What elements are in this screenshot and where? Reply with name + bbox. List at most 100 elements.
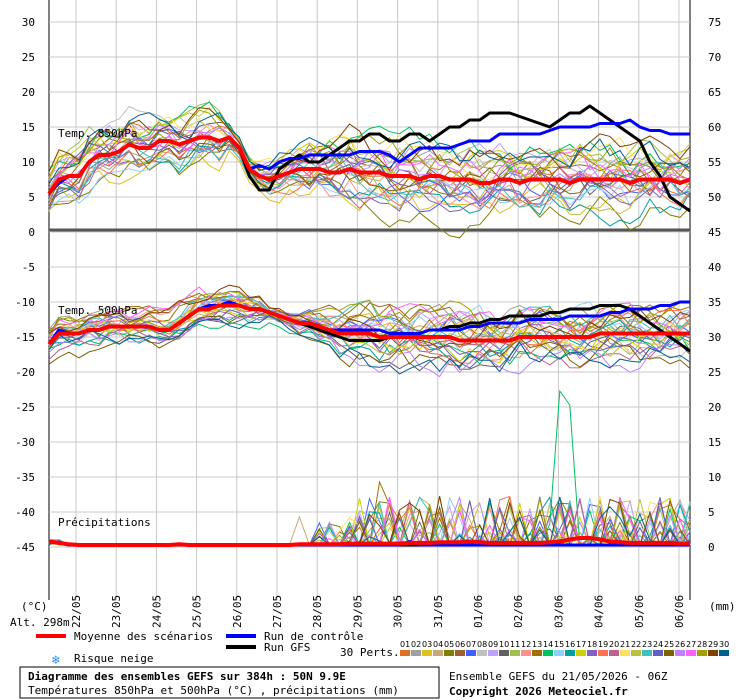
pert-legend-label: 08 <box>477 640 487 649</box>
pert-legend-label: 24 <box>653 640 663 649</box>
left-tick-label: 0 <box>28 226 35 239</box>
pert-legend-swatch <box>675 650 685 656</box>
member-500-line <box>48 314 691 375</box>
right-tick-label: 15 <box>708 436 721 449</box>
altitude-label: Alt. 298m <box>10 616 70 629</box>
pert-legend-swatch <box>477 650 487 656</box>
pert-legend-swatch <box>521 650 531 656</box>
legend-mean-label: Moyenne des scénarios <box>74 630 213 643</box>
pert-legend-swatch <box>686 650 696 656</box>
pert-legend-swatch <box>587 650 597 656</box>
pert-legend-label: 13 <box>532 640 542 649</box>
pert-legend-label: 18 <box>587 640 597 649</box>
left-tick-label: -25 <box>15 401 35 414</box>
pert-legend-label: 01 <box>400 640 410 649</box>
pert-legend-swatch <box>488 650 498 656</box>
member-500-line <box>48 308 691 369</box>
pert-legend-label: 21 <box>620 640 630 649</box>
pert-legend-swatch <box>642 650 652 656</box>
right-tick-label: 0 <box>708 541 715 554</box>
pert-legend-label: 25 <box>664 640 674 649</box>
pert-legend-swatch <box>565 650 575 656</box>
right-tick-label: 70 <box>708 51 721 64</box>
right-tick-label: 30 <box>708 331 721 344</box>
pert-legend-swatch <box>543 650 553 656</box>
right-tick-label: 65 <box>708 86 721 99</box>
member-850-line <box>48 138 691 207</box>
x-tick-label: 28/05 <box>311 595 324 628</box>
pert-legend-label: 17 <box>576 640 586 649</box>
pert-legend-label: 12 <box>521 640 531 649</box>
x-tick-label: 25/05 <box>191 595 204 628</box>
left-tick-label: -45 <box>15 541 35 554</box>
legend-snow-label: Risque neige <box>74 652 153 665</box>
pert-legend-swatch <box>422 650 432 656</box>
member-850-line <box>48 123 691 198</box>
snowflake-icon: ❄ <box>51 653 60 668</box>
series-t850-mean <box>47 135 691 195</box>
member-500-line <box>48 309 691 369</box>
right-tick-label: 55 <box>708 156 721 169</box>
member-500-line <box>48 315 691 378</box>
x-tick-label: 22/05 <box>70 595 83 628</box>
pert-legend-label: 20 <box>609 640 619 649</box>
left-axis-ticks: 30 25 20 15 10 5 0 -5 -10 -15 -20 -25 -30 -35 -40 -45 <box>15 16 35 554</box>
member-850-line <box>48 139 691 208</box>
x-tick-label: 06/06 <box>673 595 686 628</box>
series-t500-mean <box>47 303 690 346</box>
right-tick-label: 60 <box>708 121 721 134</box>
x-tick-label: 29/05 <box>351 595 364 628</box>
pert-legend-swatch <box>433 650 443 656</box>
x-tick-label: 01/06 <box>472 595 485 628</box>
pert-legend-swatch <box>576 650 586 656</box>
right-tick-label: 25 <box>708 366 721 379</box>
pert-legend-label: 16 <box>565 640 575 649</box>
pert-legend-label: 26 <box>675 640 685 649</box>
right-tick-label: 75 <box>708 16 721 29</box>
pert-legend-swatch <box>499 650 509 656</box>
left-tick-label: 15 <box>22 121 35 134</box>
pert-legend-swatch <box>653 650 663 656</box>
member-850-line <box>48 101 691 176</box>
pert-legend-swatch <box>411 650 421 656</box>
x-tick-label: 02/06 <box>512 595 525 628</box>
x-tick-label: 31/05 <box>432 595 445 628</box>
x-tick-label: 24/05 <box>150 595 163 628</box>
pert-legend-label: 07 <box>466 640 476 649</box>
left-unit-label: (°C) <box>21 600 48 613</box>
pert-legend-swatch <box>466 650 476 656</box>
pert-legend-swatch <box>697 650 707 656</box>
x-tick-label: 30/05 <box>392 595 405 628</box>
pert-legend-label: 11 <box>510 640 520 649</box>
panel-label-850: Temp. 850hPa <box>58 127 137 140</box>
title-box <box>19 666 440 699</box>
x-tick-label: 26/05 <box>231 595 244 628</box>
left-tick-label: -35 <box>15 471 35 484</box>
member-850-line <box>48 136 691 227</box>
copyright: Copyright 2026 Meteociel.fr <box>449 685 628 698</box>
right-tick-label: 35 <box>708 296 721 309</box>
right-tick-label: 20 <box>708 401 721 414</box>
panel-label-precip: Précipitations <box>58 516 151 529</box>
member-850-line <box>48 143 691 213</box>
pert-legend-swatch <box>510 650 520 656</box>
series-precip-mean <box>48 536 690 547</box>
x-tick-label: 04/06 <box>593 595 606 628</box>
x-tick-label: 23/05 <box>110 595 123 628</box>
left-tick-label: -20 <box>15 366 35 379</box>
member-850-line <box>48 107 691 173</box>
left-tick-label: 10 <box>22 156 35 169</box>
x-tick-label: 03/06 <box>552 595 565 628</box>
perturbation-legend: 01 02 03 04 05 06 07 08 09 10 11 12 13 14 15 16 17 18 19 20… <box>400 640 729 656</box>
pert-legend-swatch <box>532 650 542 656</box>
pert-legend-swatch <box>631 650 641 656</box>
member-500-line <box>48 298 691 365</box>
right-tick-label: 40 <box>708 261 721 274</box>
pert-legend-swatch <box>609 650 619 656</box>
pert-legend-label: 14 <box>543 640 553 649</box>
pert-legend-label: 22 <box>631 640 641 649</box>
member-500-line <box>48 290 691 342</box>
left-tick-label: -5 <box>22 261 35 274</box>
